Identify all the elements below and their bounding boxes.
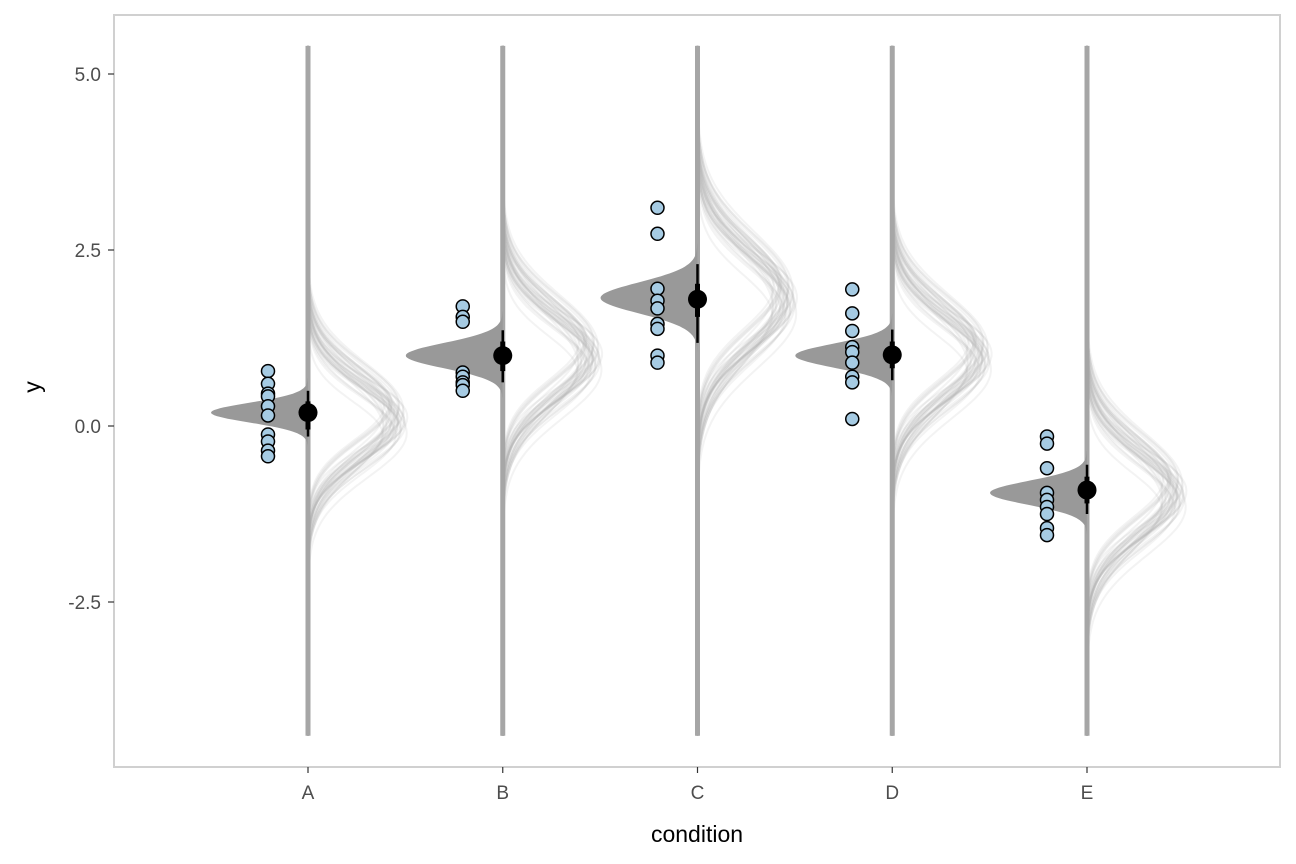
- y-tick-label: 2.5: [75, 241, 101, 262]
- observation-point: [845, 411, 860, 427]
- point-estimate: [882, 345, 902, 365]
- mean-density: [405, 311, 503, 400]
- observation-point: [650, 321, 665, 337]
- observation-point: [1039, 506, 1055, 522]
- y-tick-label: 0.0: [75, 417, 101, 438]
- observation-point: [650, 301, 665, 316]
- observation-point: [845, 355, 860, 370]
- observation-point: [845, 323, 860, 339]
- y-tick-label: -2.5: [68, 593, 101, 614]
- x-tick-label: A: [302, 783, 315, 804]
- observation-point: [650, 226, 665, 242]
- y-axis-title: y: [19, 381, 45, 393]
- observation-point: [650, 200, 665, 216]
- point-estimate: [298, 403, 318, 423]
- observation-point: [1039, 460, 1055, 476]
- point-estimate: [688, 289, 707, 309]
- group-D: [795, 45, 993, 736]
- mean-density: [600, 243, 698, 353]
- mean-density: [795, 313, 893, 398]
- observation-point: [455, 314, 470, 330]
- group-E: [990, 45, 1188, 736]
- y-axis: 5.0 2.5 0.0 -2.5: [68, 65, 114, 614]
- observation-point: [260, 449, 276, 464]
- observation-point: [1039, 527, 1055, 543]
- x-axis: A B C D E: [302, 767, 1094, 804]
- observation-point: [650, 355, 665, 370]
- observation-point: [650, 281, 665, 296]
- observation-point: [1039, 436, 1055, 451]
- group-B: [405, 45, 604, 736]
- group-C: [600, 45, 798, 736]
- observation-point: [845, 282, 860, 297]
- plot-area: [211, 45, 1188, 736]
- observation-point: [455, 383, 470, 399]
- x-tick-label: B: [496, 783, 509, 804]
- x-axis-title: condition: [651, 821, 743, 847]
- y-tick-label: 5.0: [75, 65, 101, 86]
- mean-density: [990, 451, 1087, 535]
- point-estimate: [1077, 480, 1097, 500]
- group-A: [211, 45, 409, 736]
- point-estimate: [493, 346, 513, 366]
- observation-point: [260, 363, 276, 379]
- mean-density: [211, 378, 308, 448]
- observation-point: [845, 375, 860, 390]
- observation-point: [260, 408, 276, 423]
- x-tick-label: C: [691, 783, 705, 804]
- observation-point: [845, 306, 860, 321]
- x-tick-label: D: [885, 783, 899, 804]
- x-tick-label: E: [1081, 783, 1094, 804]
